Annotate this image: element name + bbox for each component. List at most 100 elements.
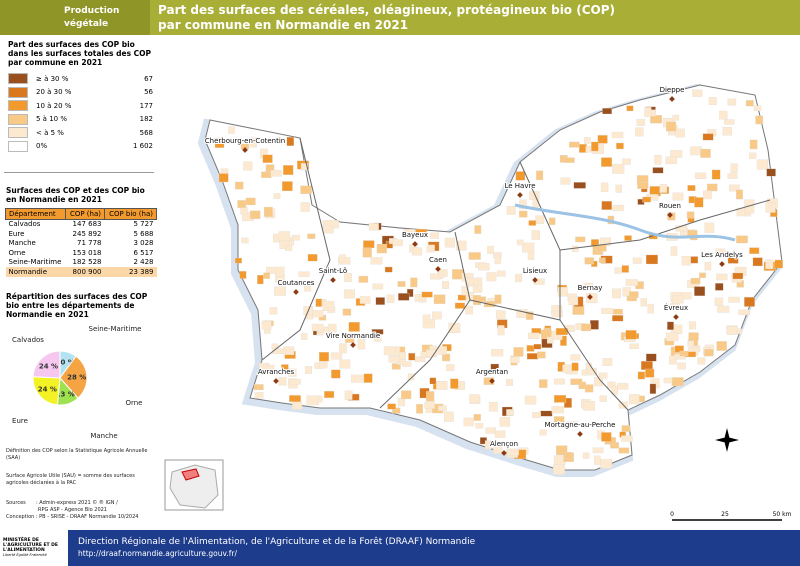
- commune-patch: [632, 257, 642, 264]
- commune-patch: [560, 335, 567, 346]
- commune-patch: [298, 271, 310, 277]
- commune-patch: [564, 397, 572, 408]
- commune-patch: [403, 229, 415, 238]
- commune-patch: [499, 417, 511, 427]
- commune-patch: [568, 296, 579, 306]
- commune-patch: [666, 332, 679, 342]
- department-border: [261, 137, 331, 361]
- commune-patch: [575, 236, 586, 243]
- cell: 153 018: [72, 248, 102, 257]
- commune-patch: [586, 293, 598, 304]
- commune-patch: [535, 215, 545, 224]
- commune-patch: [652, 167, 664, 174]
- commune-patch: [583, 401, 596, 411]
- commune-patch: [441, 281, 450, 289]
- commune-patch: [484, 440, 492, 450]
- city-label: Mortagne-au-Perche: [545, 421, 616, 429]
- commune-patch: [429, 377, 437, 385]
- commune-patch: [362, 247, 372, 258]
- scale-label: 25: [721, 511, 729, 518]
- commune-patch: [351, 374, 364, 383]
- commune-patch: [261, 320, 272, 330]
- commune-patch: [515, 273, 523, 283]
- commune-patch: [286, 136, 295, 146]
- commune-patch: [243, 161, 253, 171]
- commune-patch: [330, 352, 343, 360]
- commune-patch: [342, 308, 352, 316]
- commune-patch: [262, 154, 273, 163]
- pie-slice: [59, 355, 88, 399]
- commune-patch: [690, 277, 701, 285]
- commune-patch: [339, 343, 347, 354]
- commune-patch: [583, 282, 594, 291]
- pie-value-label: 24 %: [39, 362, 58, 370]
- department-border: [469, 299, 561, 321]
- commune-patch: [671, 295, 684, 304]
- commune-patch: [659, 184, 668, 193]
- commune-patch: [363, 240, 375, 249]
- legend-swatch: [8, 140, 28, 152]
- commune-patch: [735, 189, 743, 200]
- commune-patch: [601, 307, 613, 314]
- city-marker: [667, 212, 673, 218]
- commune-patch: [475, 423, 484, 429]
- commune-patch: [598, 257, 606, 264]
- motto: Liberté Égalité Fraternité: [3, 553, 47, 557]
- commune-patch: [755, 115, 764, 125]
- city-marker: [330, 277, 336, 283]
- commune-patch: [540, 410, 553, 417]
- commune-patch: [506, 206, 516, 215]
- commune-patch: [461, 286, 470, 296]
- pie-slice: [32, 376, 61, 406]
- cell: 2 428: [133, 258, 154, 267]
- commune-patch: [304, 286, 312, 292]
- legend-count: 67: [144, 74, 153, 83]
- commune-patch: [220, 168, 229, 174]
- commune-patch: [694, 197, 704, 208]
- city-label: Cherbourg-en-Cotentin: [205, 137, 285, 145]
- commune-patch: [331, 369, 341, 379]
- river: [514, 203, 736, 242]
- commune-patch: [300, 163, 308, 171]
- legend-count: 568: [139, 128, 153, 137]
- commune-patch: [522, 242, 535, 253]
- commune-patch: [613, 308, 623, 315]
- commune-patch: [319, 362, 328, 369]
- commune-patch: [649, 383, 657, 394]
- commune-patch: [214, 137, 225, 148]
- commune-patch: [723, 119, 735, 125]
- commune-patch: [663, 377, 673, 384]
- commune-patch: [571, 362, 579, 371]
- commune-patch: [387, 403, 396, 410]
- commune-patch: [263, 272, 270, 279]
- commune-patch: [612, 288, 622, 299]
- legend-title: Part des surfaces des COP bio dans les s…: [8, 40, 152, 67]
- commune-patch: [344, 289, 355, 299]
- commune-patch: [526, 353, 539, 360]
- commune-patch: [636, 118, 646, 126]
- note: : Admin-express 2021 © ® IGN /: [36, 500, 118, 506]
- legend-label: < à 5 %: [36, 128, 64, 137]
- commune-patch: [614, 267, 622, 274]
- cell: 71 778: [76, 239, 102, 248]
- table-row: Calvados 147 683 5 727: [6, 219, 157, 229]
- commune-patch: [474, 225, 482, 234]
- commune-patch: [306, 395, 319, 406]
- commune-patch: [322, 300, 335, 312]
- commune-patch: [292, 401, 303, 410]
- cell: 6 517: [133, 248, 154, 257]
- commune-patch: [626, 105, 634, 112]
- commune-patch: [450, 378, 459, 389]
- commune-patch: [444, 237, 455, 248]
- commune-patch: [278, 231, 291, 241]
- commune-patch: [600, 459, 612, 469]
- commune-patch: [505, 379, 513, 386]
- commune-patch: [301, 333, 308, 341]
- commune-patch: [473, 413, 481, 421]
- commune-patch: [670, 246, 678, 256]
- cell: 5 688: [133, 229, 154, 238]
- commune-patch: [515, 171, 526, 181]
- commune-patch: [448, 322, 461, 333]
- commune-patch: [493, 444, 503, 454]
- commune-patch: [271, 343, 279, 349]
